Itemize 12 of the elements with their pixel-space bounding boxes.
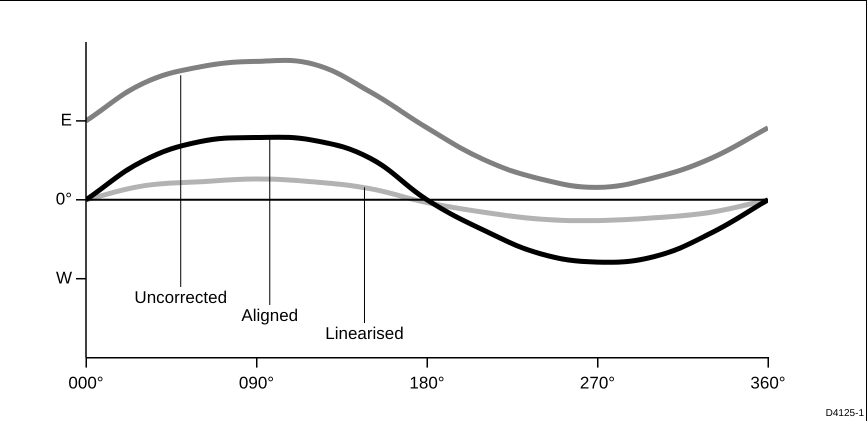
x-tick-label: 090° [238, 373, 274, 392]
annotation: 0° [56, 189, 72, 208]
annotation: E [60, 110, 72, 130]
x-tick-label: 360° [750, 373, 786, 392]
annotation: Uncorrected [134, 288, 228, 308]
annotation: Aligned [241, 306, 298, 326]
annotation: Linearised [325, 324, 404, 344]
text: D4125-1 [826, 408, 864, 419]
x-tick-label: 180° [409, 373, 445, 392]
text: W [56, 268, 72, 288]
x-tick-label: 270° [580, 373, 616, 392]
x-tick-label: 000° [68, 373, 104, 392]
